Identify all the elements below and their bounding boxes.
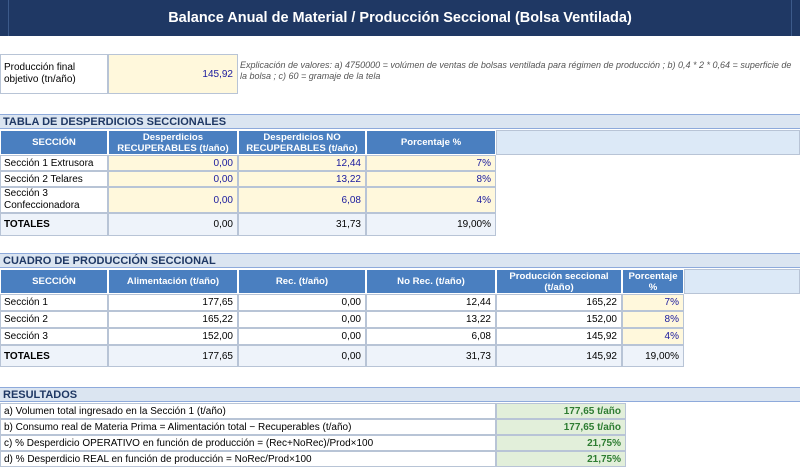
desp-header-rec[interactable]: Desperdicios RECUPERABLES (t/año): [108, 130, 238, 155]
resultado-value-b[interactable]: 177,65 t/año: [496, 419, 626, 435]
produccion-value-cell[interactable]: 145,92: [108, 54, 238, 94]
table-cell-rec[interactable]: 0,00: [108, 155, 238, 171]
table-cell-alim[interactable]: 152,00: [108, 328, 238, 345]
resultado-value-a[interactable]: 177,65 t/año: [496, 403, 626, 419]
table-cell-norec[interactable]: 6,08: [238, 187, 366, 213]
table-row-label: Sección 3: [0, 328, 108, 345]
table-cell-pct[interactable]: 7%: [622, 294, 684, 311]
table-cell-prod[interactable]: 165,22: [496, 294, 622, 311]
table-cell-rec[interactable]: 0,00: [238, 294, 366, 311]
resultados-heading: RESULTADOS: [0, 387, 800, 402]
table-cell-rec[interactable]: 0,00: [238, 328, 366, 345]
resultado-label-a: a) Volumen total ingresado en la Sección…: [0, 403, 496, 419]
desp-header-pct[interactable]: Porcentaje %: [366, 130, 496, 155]
totals-label: TOTALES: [0, 345, 108, 367]
desperdicios-heading: TABLA DE DESPERDICIOS SECCIONALES: [0, 114, 800, 129]
totals-pct: 19,00%: [622, 345, 684, 367]
totals-norec: 31,73: [366, 345, 496, 367]
table-cell-pct[interactable]: 7%: [366, 155, 496, 171]
prod-header-pct[interactable]: Porcentaje %: [622, 269, 684, 294]
totals-pct: 19,00%: [366, 213, 496, 236]
resultado-value-d[interactable]: 21,75%: [496, 451, 626, 467]
explicacion-note: Explicación de valores: a) 4750000 = vol…: [240, 60, 792, 81]
table-row-label: Sección 3 Confeccionadora: [0, 187, 108, 213]
produccion-label-text: Producción final objetivo (tn/año): [4, 62, 76, 85]
table-cell-norec[interactable]: 12,44: [238, 155, 366, 171]
table-cell-prod[interactable]: 145,92: [496, 328, 622, 345]
totals-alim: 177,65: [108, 345, 238, 367]
resultado-label-d: d) % Desperdicio REAL en función de prod…: [0, 451, 496, 467]
table-cell-alim[interactable]: 177,65: [108, 294, 238, 311]
table-row-label: Sección 2: [0, 311, 108, 328]
totals-rec: 0,00: [108, 213, 238, 236]
prod-header-filler: [684, 269, 800, 294]
desp-header-seccion[interactable]: SECCIÓN: [0, 130, 108, 155]
table-cell-rec[interactable]: 0,00: [108, 171, 238, 187]
table-cell-pct[interactable]: 4%: [366, 187, 496, 213]
produccion-heading: CUADRO DE PRODUCCIÓN SECCIONAL: [0, 253, 800, 268]
prod-header-prod[interactable]: Producción seccional (t/año): [496, 269, 622, 294]
table-cell-pct[interactable]: 8%: [622, 311, 684, 328]
divider: [791, 0, 792, 36]
produccion-value: 145,92: [202, 68, 233, 80]
prod-header-alim[interactable]: Alimentación (t/año): [108, 269, 238, 294]
prod-header-seccion[interactable]: SECCIÓN: [0, 269, 108, 294]
table-row-label: Sección 1 Extrusora: [0, 155, 108, 171]
table-cell-rec[interactable]: 0,00: [238, 311, 366, 328]
page-title: Balance Anual de Material / Producción S…: [168, 10, 632, 26]
table-cell-pct[interactable]: 8%: [366, 171, 496, 187]
totals-rec: 0,00: [238, 345, 366, 367]
table-cell-pct[interactable]: 4%: [622, 328, 684, 345]
desp-header-norec[interactable]: Desperdicios NO RECUPERABLES (t/año): [238, 130, 366, 155]
resultado-label-c: c) % Desperdicio OPERATIVO en función de…: [0, 435, 496, 451]
resultado-value-c[interactable]: 21,75%: [496, 435, 626, 451]
prod-header-norec[interactable]: No Rec. (t/año): [366, 269, 496, 294]
sheet-title: Balance Anual de Material / Producción S…: [0, 0, 800, 36]
resultado-label-b: b) Consumo real de Materia Prima = Alime…: [0, 419, 496, 435]
table-cell-norec[interactable]: 12,44: [366, 294, 496, 311]
table-cell-alim[interactable]: 165,22: [108, 311, 238, 328]
totals-norec: 31,73: [238, 213, 366, 236]
totals-prod: 145,92: [496, 345, 622, 367]
totals-label: TOTALES: [0, 213, 108, 236]
table-row-label: Sección 1: [0, 294, 108, 311]
table-cell-norec[interactable]: 13,22: [238, 171, 366, 187]
table-cell-norec[interactable]: 13,22: [366, 311, 496, 328]
desp-header-filler: [496, 130, 800, 155]
table-row-label: Sección 2 Telares: [0, 171, 108, 187]
divider: [8, 0, 9, 36]
prod-header-rec[interactable]: Rec. (t/año): [238, 269, 366, 294]
table-cell-rec[interactable]: 0,00: [108, 187, 238, 213]
produccion-label: Producción final objetivo (tn/año): [0, 54, 108, 94]
table-cell-prod[interactable]: 152,00: [496, 311, 622, 328]
table-cell-norec[interactable]: 6,08: [366, 328, 496, 345]
